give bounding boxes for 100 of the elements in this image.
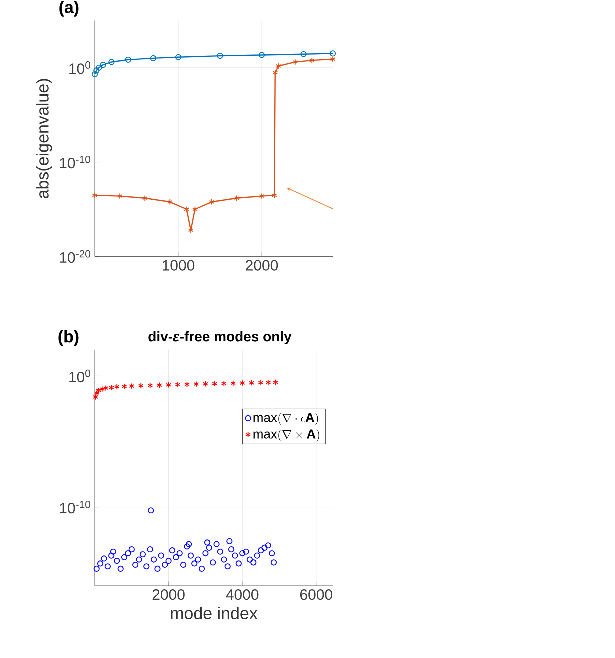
- y-tick-label: 10$^{0}$: [70, 62, 91, 74]
- point: [228, 546, 235, 553]
- point: [114, 558, 120, 564]
- point: [192, 206, 198, 213]
- point: [125, 550, 132, 557]
- point: [156, 382, 162, 388]
- point: [300, 51, 307, 58]
- point: [266, 380, 272, 386]
- point: [138, 382, 144, 390]
- point: [221, 556, 228, 563]
- x-tick-label: 2000: [246, 260, 278, 271]
- point: [272, 70, 278, 76]
- point: [148, 382, 154, 389]
- x-tick-label: 1000: [162, 260, 195, 271]
- point: [234, 195, 240, 202]
- point: [162, 562, 168, 568]
- point: [212, 380, 218, 387]
- point: [198, 566, 206, 572]
- point: [100, 386, 106, 392]
- point: [270, 560, 278, 566]
- point: [94, 390, 100, 396]
- point: [118, 566, 124, 572]
- point: [108, 552, 115, 559]
- point: [259, 193, 265, 200]
- point: [243, 548, 250, 555]
- point: [117, 193, 123, 200]
- point: [166, 382, 172, 388]
- point: [309, 58, 315, 64]
- point: [195, 556, 202, 563]
- point: [214, 541, 220, 548]
- point: [209, 199, 215, 206]
- point: [292, 59, 298, 66]
- point: [202, 381, 208, 388]
- point: [93, 394, 98, 400]
- point: [94, 566, 100, 572]
- point: [269, 550, 276, 557]
- point: [258, 52, 266, 58]
- point: [176, 550, 183, 557]
- point: [232, 552, 238, 559]
- point: [103, 385, 109, 392]
- point: [147, 546, 154, 553]
- point: [136, 556, 142, 563]
- point: [150, 556, 158, 563]
- legend-label: $\max(\nabla\cdot\epsilon\mathbf{A})$: [254, 413, 318, 426]
- point: [175, 54, 182, 60]
- point: [184, 206, 190, 213]
- x-axis-title: mode index: [171, 607, 258, 620]
- point: [104, 564, 111, 570]
- point: [96, 388, 102, 394]
- point: [101, 556, 108, 562]
- x-tick-label: 6000: [300, 590, 332, 600]
- y-tick-label: 10$^{-10}$: [60, 156, 91, 169]
- x-tick-label: 2000: [152, 590, 185, 600]
- y-tick-label: 10$^{0}$: [70, 370, 91, 383]
- point: [230, 380, 236, 387]
- point: [188, 552, 194, 559]
- point: [166, 558, 172, 564]
- point: [129, 383, 135, 390]
- point: [97, 560, 104, 567]
- point: [180, 562, 187, 568]
- point: [108, 384, 114, 391]
- point: [148, 508, 154, 514]
- point: [240, 380, 246, 386]
- point: [108, 59, 115, 66]
- point: [202, 550, 209, 557]
- point: [250, 560, 257, 566]
- legend-label: $\max(\nabla\times\mathbf{A})$: [254, 430, 320, 442]
- point: [265, 542, 272, 549]
- point: [158, 552, 164, 559]
- point: [276, 63, 282, 70]
- point: [221, 380, 227, 387]
- y-axis-title: abs(eigenvalue): [36, 79, 52, 198]
- point: [240, 550, 246, 557]
- y-tick-label: 10$^{-10}$: [60, 500, 91, 514]
- point: [142, 195, 148, 202]
- point: [128, 546, 135, 553]
- point: [258, 380, 264, 386]
- point: [254, 552, 260, 559]
- point: [210, 560, 216, 566]
- point: [184, 382, 190, 388]
- point: [121, 554, 128, 561]
- point: [167, 199, 173, 206]
- point: [217, 548, 224, 555]
- point: [273, 379, 278, 386]
- point: [224, 564, 231, 570]
- point: [258, 548, 264, 554]
- point: [262, 544, 268, 551]
- point: [226, 538, 233, 544]
- point: [140, 552, 146, 558]
- point: [110, 548, 116, 555]
- point: [96, 64, 102, 71]
- point: [125, 56, 132, 63]
- point: [206, 544, 212, 551]
- point: [100, 62, 106, 68]
- x-tick-label: 4000: [226, 590, 259, 600]
- point: [204, 540, 211, 546]
- point: [184, 544, 190, 550]
- point: [114, 384, 120, 390]
- point: [150, 55, 156, 62]
- point: [217, 53, 224, 60]
